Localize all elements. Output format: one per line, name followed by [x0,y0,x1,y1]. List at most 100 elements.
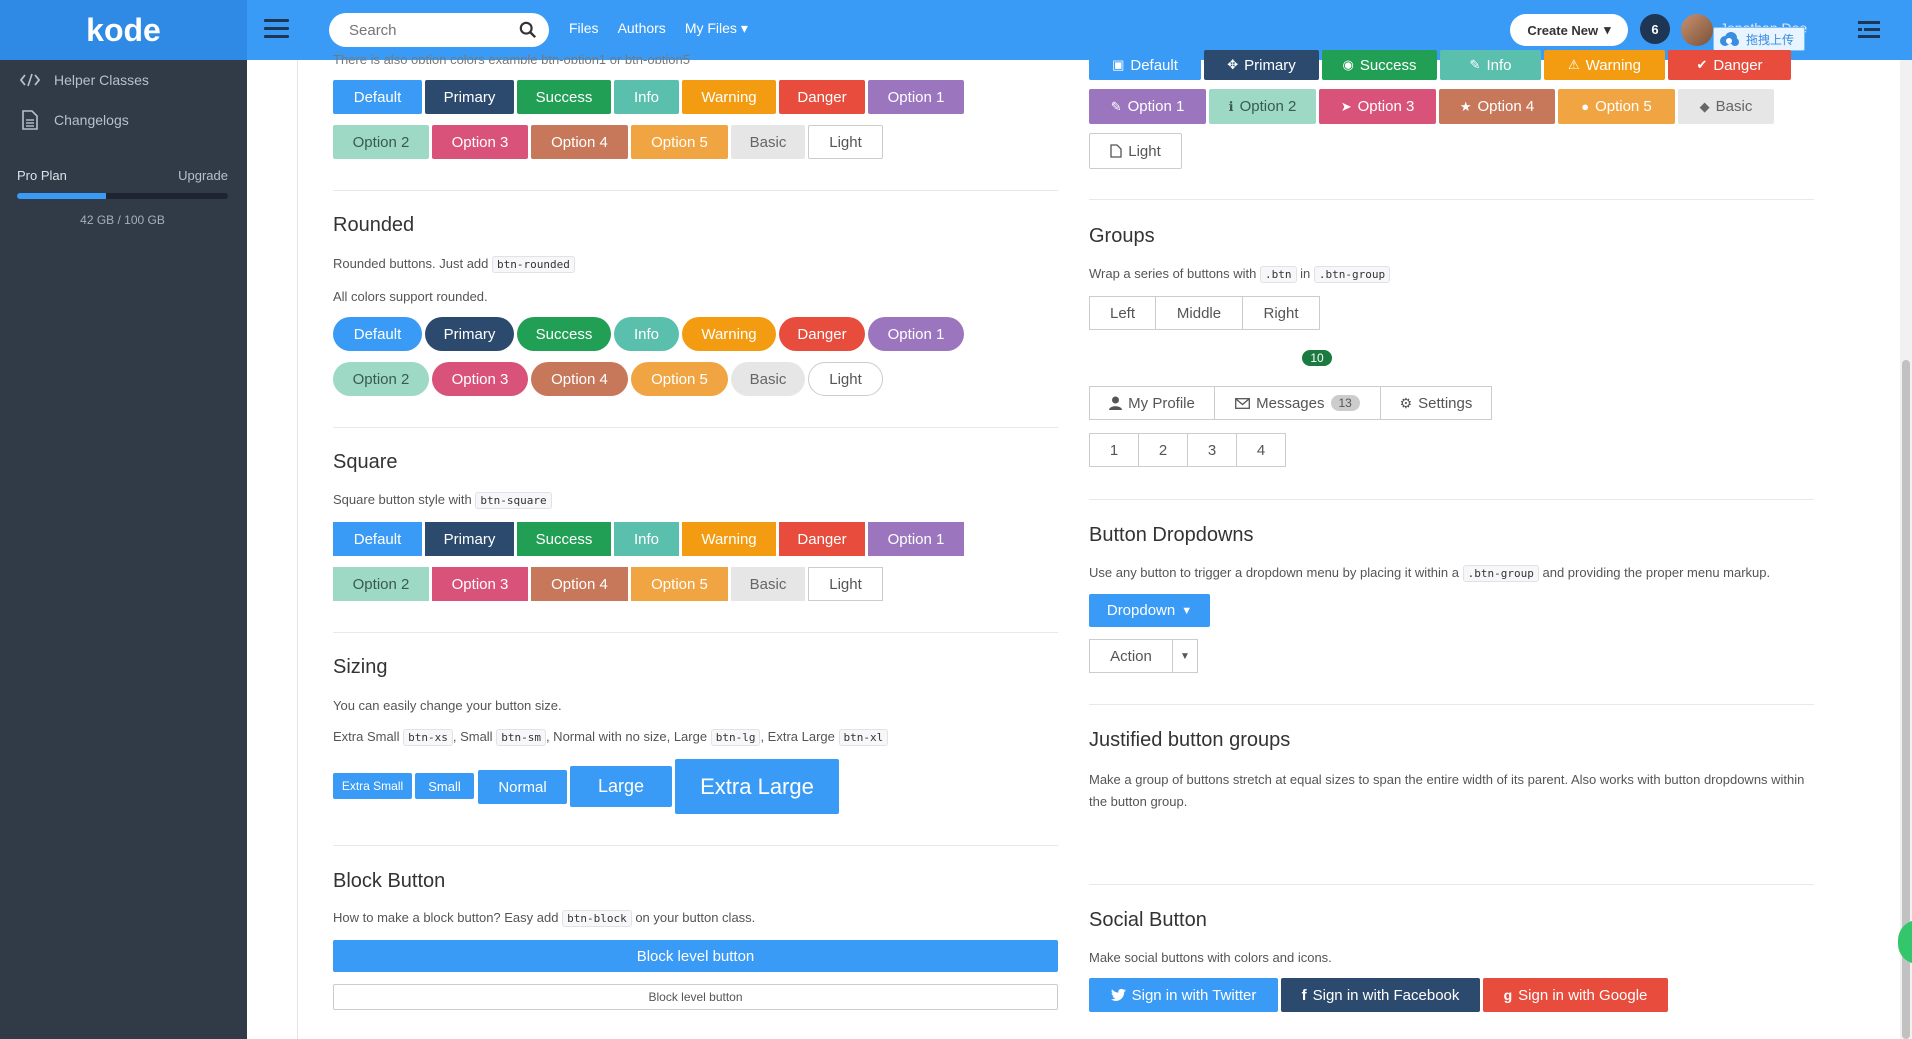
group4-page-2[interactable]: 2 [1138,433,1188,467]
button-info[interactable]: Info [614,522,679,556]
button-basic[interactable]: Basic [731,362,805,396]
icon-button-option-1[interactable]: ✎ Option 1 [1089,89,1206,124]
group3-my-profile[interactable]: My Profile [1089,386,1215,420]
app-logo[interactable]: kode [86,11,161,48]
dropdown-button[interactable]: Dropdown ▼ [1089,594,1210,627]
icon-light-button[interactable]: Light [1089,133,1182,169]
create-new-button[interactable]: Create New ▾ [1510,14,1628,46]
floating-widget[interactable] [1898,920,1912,964]
button-danger[interactable]: Danger [779,80,865,114]
scrollbar-thumb[interactable] [1902,360,1910,1039]
upgrade-link[interactable]: Upgrade [178,168,228,183]
button-warning[interactable]: Warning [682,522,776,556]
justified-left[interactable]: Left [1089,820,1331,854]
extra-large-button[interactable]: Extra Large [675,759,839,814]
right-menu-icon[interactable] [1858,20,1880,40]
button-default[interactable]: Default [333,522,422,556]
group4-page-4[interactable]: 4 [1236,433,1286,467]
button-option-3[interactable]: Option 3 [432,362,528,396]
block-level-button-small[interactable]: Block level button [333,984,1058,1010]
icon-button-warning[interactable]: ⚠ Warning [1544,50,1665,80]
group1-middle[interactable]: Middle [1155,296,1243,330]
icon-button-option-5[interactable]: ● Option 5 [1558,89,1675,124]
button-info[interactable]: Info [614,317,679,351]
button-option-5[interactable]: Option 5 [631,362,728,396]
button-danger[interactable]: Danger [779,522,865,556]
block-level-button[interactable]: Block level button [333,940,1058,972]
button-light[interactable]: Light [808,567,883,601]
action-caret-button[interactable]: ▼ [1172,639,1198,673]
hamburger-menu-icon[interactable] [264,19,289,39]
group3-settings[interactable]: ⚙ Settings [1380,386,1492,420]
icon-button-option-3[interactable]: ➤ Option 3 [1319,89,1436,124]
icon-button-primary[interactable]: ✥ Primary [1204,50,1319,80]
button-basic[interactable]: Basic [731,567,805,601]
button-option-2[interactable]: Option 2 [333,567,429,601]
notification-badge[interactable]: 6 [1640,14,1670,44]
normal-button[interactable]: Normal [478,770,567,804]
button-light[interactable]: Light [808,125,883,159]
button-option-1[interactable]: Option 1 [868,317,964,351]
sidebar-item-changelogs[interactable]: Changelogs [0,100,247,140]
button-basic[interactable]: Basic [731,125,805,159]
button-info[interactable]: Info [614,80,679,114]
large-button[interactable]: Large [570,766,672,807]
logo-area[interactable]: kode [0,0,247,60]
button-default[interactable]: Default [333,317,422,351]
button-option-3[interactable]: Option 3 [432,125,528,159]
button-warning[interactable]: Warning [682,80,776,114]
group1-left[interactable]: Left [1089,296,1156,330]
icon-button-danger[interactable]: ✔ Danger [1668,50,1791,80]
group2-middle[interactable]: Middle [1156,341,1240,375]
button-option-5[interactable]: Option 5 [631,567,728,601]
button-option-2[interactable]: Option 2 [333,125,429,159]
action-button[interactable]: Action [1089,639,1173,673]
button-success[interactable]: Success [517,80,611,114]
button-option-5[interactable]: Option 5 [631,125,728,159]
group1-right[interactable]: Right [1242,296,1320,330]
button-option-1[interactable]: Option 1 [868,80,964,114]
button-default[interactable]: Default [333,80,422,114]
search-box[interactable] [329,13,549,47]
icon-button-option-2[interactable]: ℹ Option 2 [1209,89,1316,124]
icon-button-info[interactable]: ✎ Info [1440,50,1541,80]
button-option-4[interactable]: Option 4 [531,125,628,159]
button-option-1[interactable]: Option 1 [868,522,964,556]
button-option-2[interactable]: Option 2 [333,362,429,396]
button-light[interactable]: Light [808,362,883,396]
button-option-3[interactable]: Option 3 [432,567,528,601]
group4-page-3[interactable]: 3 [1187,433,1237,467]
icon-button-option-4[interactable]: ★ Option 4 [1439,89,1555,124]
small-button[interactable]: Small [415,773,474,799]
nav-authors[interactable]: Authors [617,20,666,36]
search-input[interactable] [349,21,519,39]
button-primary[interactable]: Primary [425,80,514,114]
twitter-signin-button[interactable]: Sign in with Twitter [1089,978,1278,1012]
nav-files[interactable]: Files [569,20,599,36]
button-success[interactable]: Success [517,522,611,556]
justified-middle[interactable]: Middle [1331,820,1573,854]
avatar[interactable] [1681,14,1713,46]
button-primary[interactable]: Primary [425,317,514,351]
search-icon[interactable] [519,21,537,39]
icon-button-success[interactable]: ◉ Success [1322,50,1437,80]
button-success[interactable]: Success [517,317,611,351]
sidebar-item-helper-classes[interactable]: Helper Classes [0,60,247,100]
upload-widget[interactable]: 拖拽上传 [1713,27,1806,51]
button-option-4[interactable]: Option 4 [531,362,628,396]
justified-right[interactable]: Right [1573,820,1814,854]
button-option-4[interactable]: Option 4 [531,567,628,601]
icon-button-default[interactable]: ▣ Default [1089,50,1201,80]
nav-my-files[interactable]: My Files ▾ [685,20,748,37]
group2-right[interactable]: Right 10 [1240,341,1353,375]
group3-messages[interactable]: Messages 13 [1214,386,1381,420]
button-primary[interactable]: Primary [425,522,514,556]
group2-left[interactable]: Left [1089,341,1156,375]
google-signin-button[interactable]: g Sign in with Google [1483,978,1668,1012]
facebook-signin-button[interactable]: f Sign in with Facebook [1281,978,1480,1012]
extra-small-button[interactable]: Extra Small [333,773,412,799]
button-danger[interactable]: Danger [779,317,865,351]
icon-button-basic[interactable]: ◆ Basic [1678,89,1774,124]
button-warning[interactable]: Warning [682,317,776,351]
group4-page-1[interactable]: 1 [1089,433,1139,467]
